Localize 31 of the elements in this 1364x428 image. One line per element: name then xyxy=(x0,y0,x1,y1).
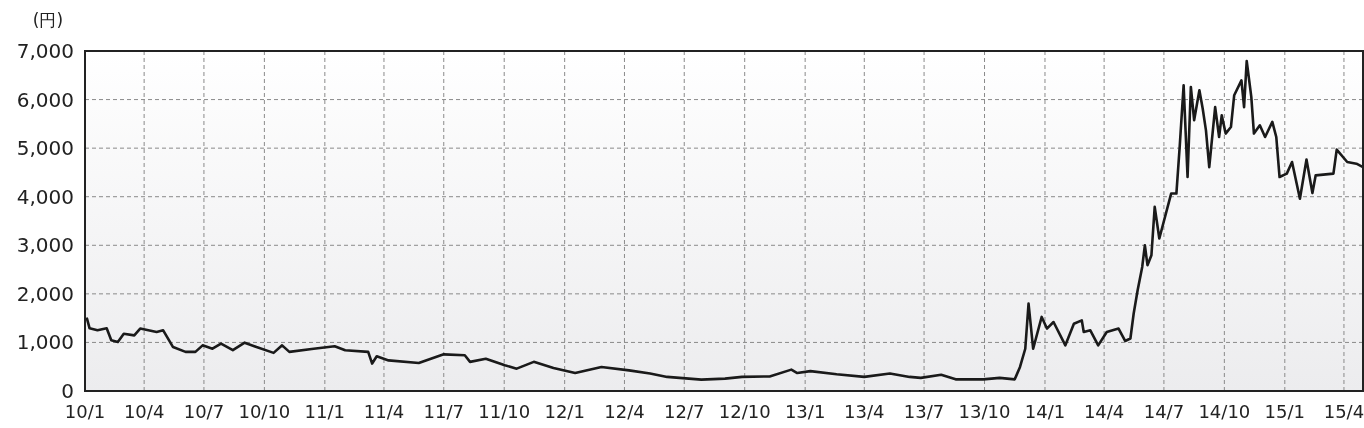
x-tick-label: 14/1 xyxy=(1024,401,1066,422)
x-tick-label: 12/10 xyxy=(718,401,771,422)
x-tick-label: 14/7 xyxy=(1143,401,1185,422)
x-tick-label: 10/4 xyxy=(123,401,165,422)
y-tick-label: 3,000 xyxy=(16,233,74,258)
y-tick-label: 5,000 xyxy=(16,136,74,161)
x-tick-label: 13/7 xyxy=(903,401,945,422)
y-tick-label: 0 xyxy=(61,379,74,403)
x-tick-label: 11/7 xyxy=(423,401,464,422)
x-tick-label: 11/1 xyxy=(304,401,346,422)
y-tick-label: 2,000 xyxy=(16,281,74,306)
y-tick-label: 7,000 xyxy=(16,39,74,63)
y-tick-label: 1,000 xyxy=(16,330,74,355)
x-tick-label: 14/4 xyxy=(1083,401,1125,422)
x-tick-label: 13/4 xyxy=(844,401,885,422)
y-tick-label: 4,000 xyxy=(16,184,74,209)
x-tick-label: 11/10 xyxy=(478,401,531,422)
y-tick-label: 6,000 xyxy=(16,87,74,112)
x-tick-label: 11/4 xyxy=(363,401,405,422)
x-tick-label: 12/1 xyxy=(544,401,585,422)
x-tick-label: 15/1 xyxy=(1264,401,1306,422)
x-tick-label: 10/7 xyxy=(183,401,225,422)
x-tick-label: 10/10 xyxy=(238,401,291,422)
x-tick-label: 12/4 xyxy=(604,401,645,422)
x-tick-label: 12/7 xyxy=(664,401,705,422)
y-axis-title: (円) xyxy=(32,10,64,30)
x-tick-label: 13/10 xyxy=(958,401,1011,422)
x-tick-label: 13/1 xyxy=(784,401,826,422)
x-tick-label: 10/1 xyxy=(64,401,106,422)
x-tick-label: 14/10 xyxy=(1198,401,1251,422)
x-tick-label: 15/4 xyxy=(1323,401,1364,422)
